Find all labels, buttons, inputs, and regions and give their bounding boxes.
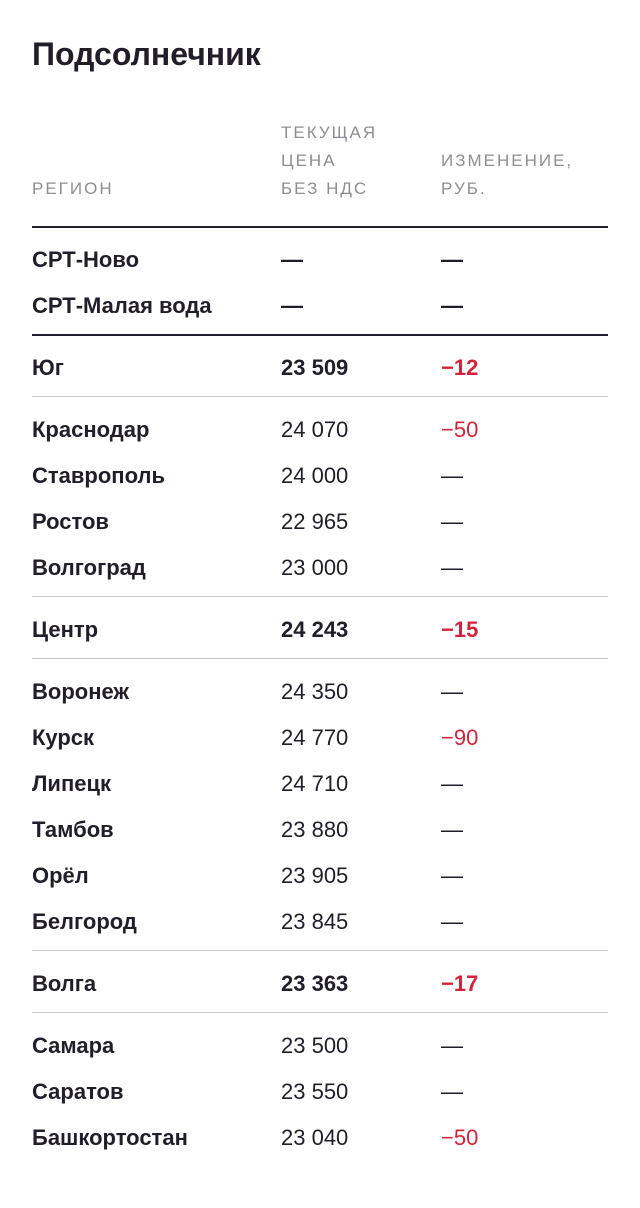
table-row-summary: Волга 23 363 −17: [32, 967, 608, 1001]
change-cell: −15: [441, 617, 479, 642]
change-cell: —: [441, 509, 463, 534]
row-divider: [32, 396, 608, 397]
region-cell: Волгоград: [32, 555, 146, 580]
change-cell: −17: [441, 971, 479, 996]
price-cell: 23 880: [281, 817, 349, 842]
table-row: Тамбов 23 880 —: [32, 813, 608, 847]
region-cell: Липецк: [32, 771, 112, 796]
column-header-price: ТЕКУЩАЯ ЦЕНА БЕЗ НДС: [281, 123, 378, 198]
row-divider: [32, 1012, 608, 1013]
table-header: РЕГИОН ТЕКУЩАЯ ЦЕНА БЕЗ НДС ИЗМЕНЕНИЕ, Р…: [32, 120, 608, 227]
region-cell: Центр: [32, 617, 99, 642]
change-cell: −50: [441, 1125, 479, 1150]
table-row: Воронеж 24 350 —: [32, 675, 608, 709]
region-cell: Саратов: [32, 1079, 124, 1104]
price-cell: 23 845: [281, 909, 349, 934]
price-cell: 24 243: [281, 617, 349, 642]
price-cell: 23 905: [281, 863, 349, 888]
row-divider: [32, 658, 608, 659]
table-row-summary: Центр 24 243 −15: [32, 613, 608, 647]
price-cell: 24 350: [281, 679, 349, 704]
change-cell: —: [441, 679, 463, 704]
header-divider: [32, 226, 608, 228]
region-cell: Самара: [32, 1033, 115, 1058]
change-cell: —: [441, 771, 463, 796]
region-cell: Ростов: [32, 509, 109, 534]
price-cell: 24 000: [281, 463, 349, 488]
region-cell: Курск: [32, 725, 95, 750]
price-cell: —: [281, 293, 303, 318]
change-cell: −12: [441, 355, 479, 380]
region-cell: Тамбов: [32, 817, 114, 842]
table-row: Саратов 23 550 —: [32, 1075, 608, 1109]
price-cell: —: [281, 247, 303, 272]
region-cell: Белгород: [32, 909, 137, 934]
table-row: Башкортостан 23 040 −50: [32, 1121, 608, 1155]
price-cell: 23 000: [281, 555, 349, 580]
price-cell: 23 363: [281, 971, 349, 996]
region-cell: Юг: [32, 355, 64, 380]
table-row: Липецк 24 710 —: [32, 767, 608, 801]
price-cell: 24 070: [281, 417, 349, 442]
change-cell: —: [441, 817, 463, 842]
table-row: Ростов 22 965 —: [32, 505, 608, 539]
region-cell: Воронеж: [32, 679, 130, 704]
change-cell: —: [441, 863, 463, 888]
price-cell: 22 965: [281, 509, 349, 534]
table-row: Белгород 23 845 —: [32, 905, 608, 939]
price-cell: 23 500: [281, 1033, 349, 1058]
change-cell: —: [441, 1033, 463, 1058]
table-row: СРТ-Ново — —: [32, 243, 608, 277]
table-row: Курск 24 770 −90: [32, 721, 608, 755]
price-cell: 23 040: [281, 1125, 349, 1150]
table-row: Самара 23 500 —: [32, 1029, 608, 1063]
section-divider: [32, 334, 608, 336]
column-header-change: ИЗМЕНЕНИЕ, РУБ.: [441, 151, 574, 198]
region-cell: Краснодар: [32, 417, 150, 442]
table-row: Ставрополь 24 000 —: [32, 459, 608, 493]
column-header-region: РЕГИОН: [32, 179, 114, 198]
table-row-summary: Юг 23 509 −12: [32, 351, 608, 385]
region-cell: Орёл: [32, 863, 89, 888]
table-row: Краснодар 24 070 −50: [32, 413, 608, 447]
change-cell: −50: [441, 417, 479, 442]
price-cell: 24 710: [281, 771, 349, 796]
region-cell: Башкортостан: [32, 1125, 188, 1150]
change-cell: —: [441, 247, 463, 272]
region-cell: СРТ-Малая вода: [32, 293, 212, 318]
table-row: Орёл 23 905 —: [32, 859, 608, 893]
row-divider: [32, 950, 608, 951]
price-cell: 23 550: [281, 1079, 349, 1104]
region-cell: СРТ-Ново: [32, 247, 140, 272]
table-row: Волгоград 23 000 —: [32, 551, 608, 585]
price-cell: 24 770: [281, 725, 349, 750]
change-cell: —: [441, 555, 463, 580]
row-divider: [32, 596, 608, 597]
page-title: Подсолнечник: [32, 36, 261, 72]
change-cell: —: [441, 463, 463, 488]
table-row: СРТ-Малая вода — —: [32, 289, 608, 323]
change-cell: —: [441, 1079, 463, 1104]
region-cell: Ставрополь: [32, 463, 165, 488]
region-cell: Волга: [32, 971, 97, 996]
change-cell: −90: [441, 725, 479, 750]
change-cell: —: [441, 909, 463, 934]
price-cell: 23 509: [281, 355, 349, 380]
change-cell: —: [441, 293, 463, 318]
